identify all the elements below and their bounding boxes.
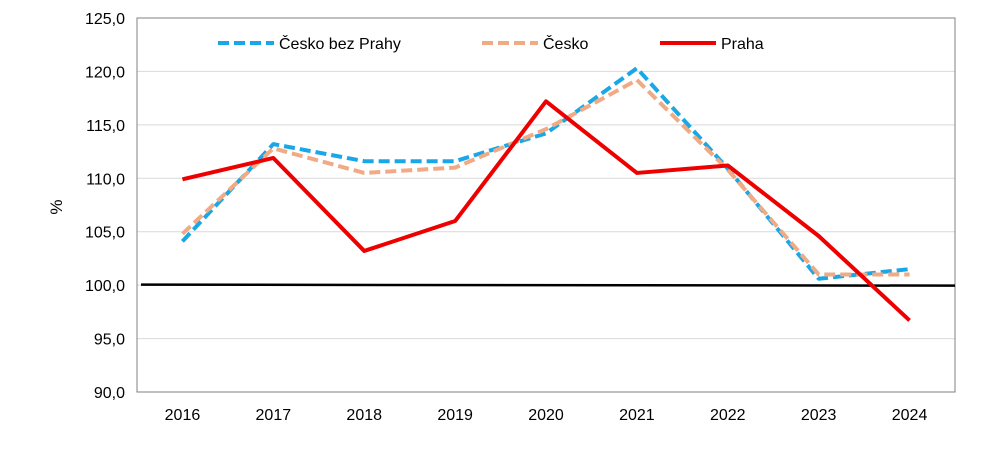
y-tick-label: 105,0 (85, 225, 125, 242)
x-tick-label: 2022 (710, 407, 746, 424)
y-axis-label: % (47, 199, 66, 214)
x-tick-label: 2021 (619, 407, 655, 424)
x-tick-label: 2024 (892, 407, 928, 424)
y-tick-label: 100,0 (85, 278, 125, 295)
reference-line-100 (140, 283, 956, 287)
x-tick-label: 2020 (528, 407, 564, 424)
x-tick-label: 2018 (346, 407, 382, 424)
series-line-0 (180, 66, 910, 281)
plot-area-border (136, 17, 956, 393)
legend: Česko bez Prahy Česko Praha (218, 34, 764, 53)
series-line-2 (181, 99, 911, 322)
y-tick-label: 90,0 (94, 385, 125, 402)
legend-label: Česko (543, 34, 588, 53)
y-tick-label: 115,0 (86, 118, 125, 135)
series-lines (180, 66, 911, 322)
y-tick-label: 95,0 (94, 332, 125, 349)
x-tick-label: 2023 (801, 407, 837, 424)
x-tick-label: 2016 (165, 407, 201, 424)
x-axis-ticks: 2016 2017 2018 2019 2020 2021 2022 2023 2024 (165, 407, 928, 424)
x-tick-label: 2019 (437, 407, 473, 424)
y-tick-label: 110,0 (86, 171, 125, 188)
y-tick-label: 125,0 (85, 11, 125, 28)
legend-label: Praha (721, 36, 764, 53)
y-tick-label: 120,0 (85, 64, 125, 81)
gridlines (137, 17, 955, 393)
y-axis-ticks: 90,0 95,0 100,0 105,0 110,0 115,0 120,0 125,0 (85, 11, 125, 402)
x-tick-label: 2017 (256, 407, 292, 424)
legend-label: Česko bez Prahy (279, 34, 401, 53)
